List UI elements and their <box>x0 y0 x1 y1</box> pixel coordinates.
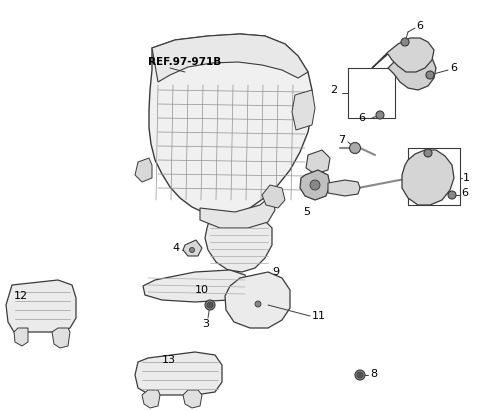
Text: 6: 6 <box>450 63 457 73</box>
Polygon shape <box>300 170 330 200</box>
Text: REF.97-971B: REF.97-971B <box>148 57 221 67</box>
Polygon shape <box>52 328 70 348</box>
Text: 2: 2 <box>330 85 337 95</box>
Circle shape <box>310 180 320 190</box>
Polygon shape <box>200 195 275 228</box>
Polygon shape <box>402 150 454 205</box>
Circle shape <box>355 370 365 380</box>
Circle shape <box>448 191 456 199</box>
Text: 9: 9 <box>272 267 279 277</box>
Polygon shape <box>152 34 308 82</box>
Polygon shape <box>183 390 202 408</box>
Text: 12: 12 <box>14 291 28 301</box>
Polygon shape <box>183 240 202 256</box>
Text: 3: 3 <box>202 319 209 329</box>
Polygon shape <box>262 185 285 208</box>
Text: 13: 13 <box>162 355 176 365</box>
Text: 8: 8 <box>370 369 377 379</box>
Circle shape <box>207 302 213 308</box>
Text: 1: 1 <box>463 173 470 183</box>
Text: 6: 6 <box>358 113 365 123</box>
Circle shape <box>357 372 363 378</box>
Circle shape <box>205 300 215 310</box>
Text: 7: 7 <box>338 135 345 145</box>
Circle shape <box>376 111 384 119</box>
Circle shape <box>349 143 360 153</box>
Polygon shape <box>328 180 360 196</box>
Polygon shape <box>143 270 248 302</box>
Circle shape <box>426 71 434 79</box>
Circle shape <box>401 38 409 46</box>
Polygon shape <box>388 52 436 90</box>
Polygon shape <box>149 34 312 215</box>
Circle shape <box>190 247 194 252</box>
Polygon shape <box>14 328 28 346</box>
Polygon shape <box>306 150 330 174</box>
Text: 6: 6 <box>461 188 468 198</box>
Text: 10: 10 <box>195 285 209 295</box>
Polygon shape <box>292 90 315 130</box>
Polygon shape <box>6 280 76 332</box>
Circle shape <box>255 301 261 307</box>
Polygon shape <box>225 272 290 328</box>
Text: 11: 11 <box>312 311 326 321</box>
Polygon shape <box>135 352 222 395</box>
Polygon shape <box>135 158 152 182</box>
Text: 4: 4 <box>172 243 179 253</box>
Polygon shape <box>205 215 272 272</box>
Polygon shape <box>372 38 434 72</box>
Text: 5: 5 <box>303 207 311 217</box>
Polygon shape <box>142 390 160 408</box>
Circle shape <box>424 149 432 157</box>
Text: 6: 6 <box>416 21 423 31</box>
